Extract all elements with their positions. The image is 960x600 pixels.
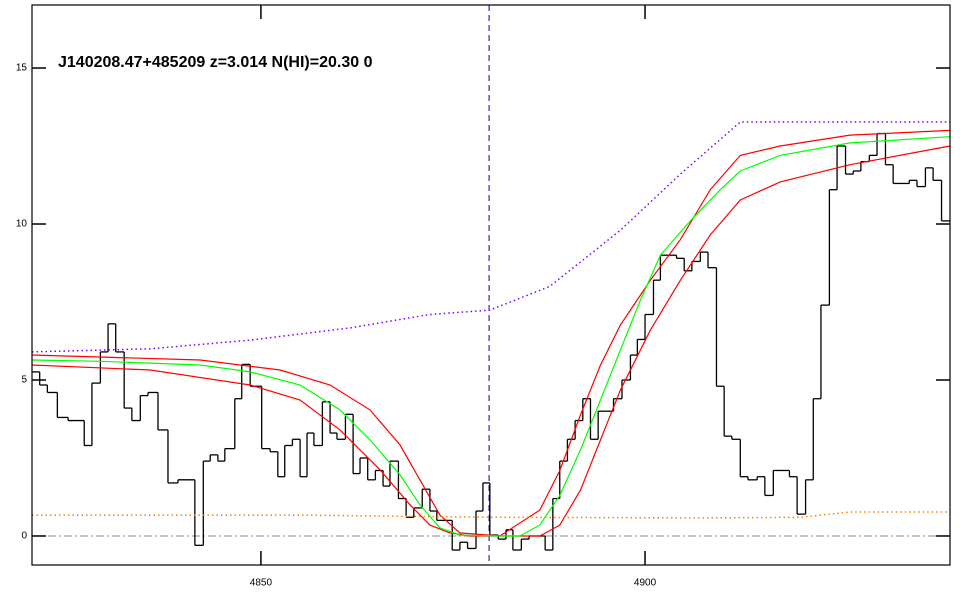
y-tick-label: 0	[21, 531, 27, 542]
y-tick-label: 10	[16, 219, 28, 230]
model-curve	[31, 129, 951, 537]
model-curve	[31, 145, 951, 537]
y-tick-label: 5	[21, 375, 27, 386]
x-tick-label: 4900	[634, 578, 657, 589]
y-tick-label: 15	[16, 63, 28, 74]
model-curve	[31, 136, 951, 537]
x-tick-label: 4850	[250, 578, 273, 589]
dotted-curve	[31, 121, 950, 353]
plot-frame	[31, 4, 951, 566]
annotation: J140208.47+485209 z=3.014 N(HI)=20.30 0	[58, 54, 373, 71]
